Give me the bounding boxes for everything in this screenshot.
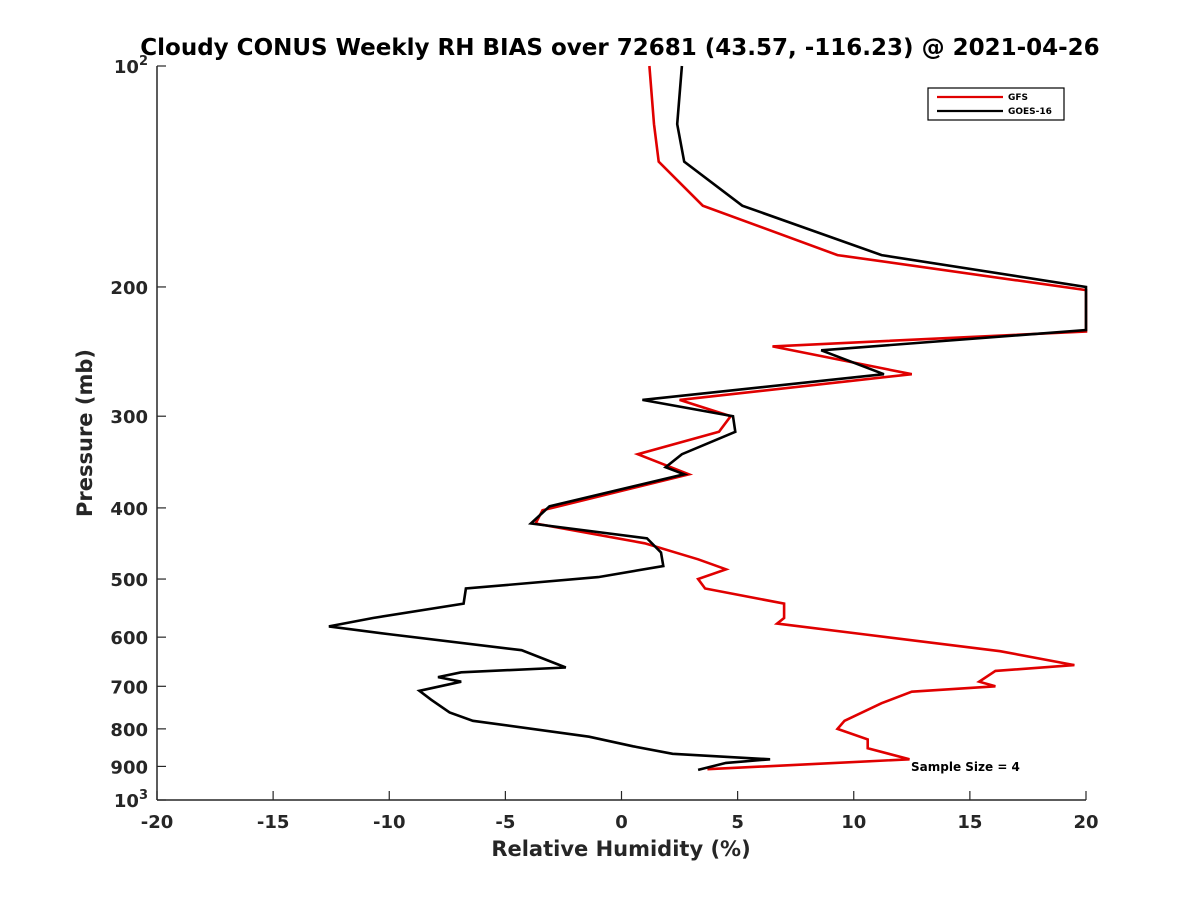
y-tick-label: 102 xyxy=(114,54,148,78)
y-tick-label: 800 xyxy=(110,720,148,741)
y-tick-label: 400 xyxy=(110,499,148,520)
x-tick-label: -20 xyxy=(141,812,174,833)
legend-label-goes-16: GOES-16 xyxy=(1008,107,1052,117)
y-ticks: 102 200 300 400 500 600 700 800 900 103 xyxy=(110,54,166,812)
x-tick-label: -10 xyxy=(373,812,406,833)
y-axis-label: Pressure (mb) xyxy=(73,349,97,517)
chart-title: Cloudy CONUS Weekly RH BIAS over 72681 (… xyxy=(140,35,1099,61)
y-tick-label: 103 xyxy=(114,788,148,812)
y-tick-label: 300 xyxy=(110,407,148,428)
legend-box xyxy=(927,87,1065,121)
x-axis-label: Relative Humidity (%) xyxy=(491,837,750,861)
series-layer xyxy=(328,65,1088,772)
y-tick-label: 200 xyxy=(110,278,148,299)
legend-label-gfs: GFS xyxy=(1008,93,1028,103)
y-tick-label: 700 xyxy=(110,677,148,698)
legend: GFS GOES-16 xyxy=(927,87,1065,121)
sample-size-annotation: Sample Size = 4 xyxy=(911,760,1020,774)
x-tick-label: 5 xyxy=(731,812,744,833)
plot-area: -20 -15 -10 -5 0 5 10 15 20 102 200 300 400 500 600 70… xyxy=(110,54,1098,833)
series-line-gfs xyxy=(533,65,1088,771)
x-tick-label: 20 xyxy=(1073,812,1098,833)
series-line-goes-16 xyxy=(328,65,1088,772)
x-tick-label: 10 xyxy=(841,812,866,833)
x-ticks: -20 -15 -10 -5 0 5 10 15 20 xyxy=(141,791,1099,833)
x-tick-label: -5 xyxy=(495,812,515,833)
x-tick-label: 0 xyxy=(615,812,628,833)
x-tick-label: 15 xyxy=(957,812,982,833)
x-tick-label: -15 xyxy=(257,812,290,833)
y-tick-label: 500 xyxy=(110,570,148,591)
y-tick-label: 900 xyxy=(110,757,148,778)
axes-background xyxy=(157,66,1086,800)
y-tick-label: 600 xyxy=(110,628,148,649)
